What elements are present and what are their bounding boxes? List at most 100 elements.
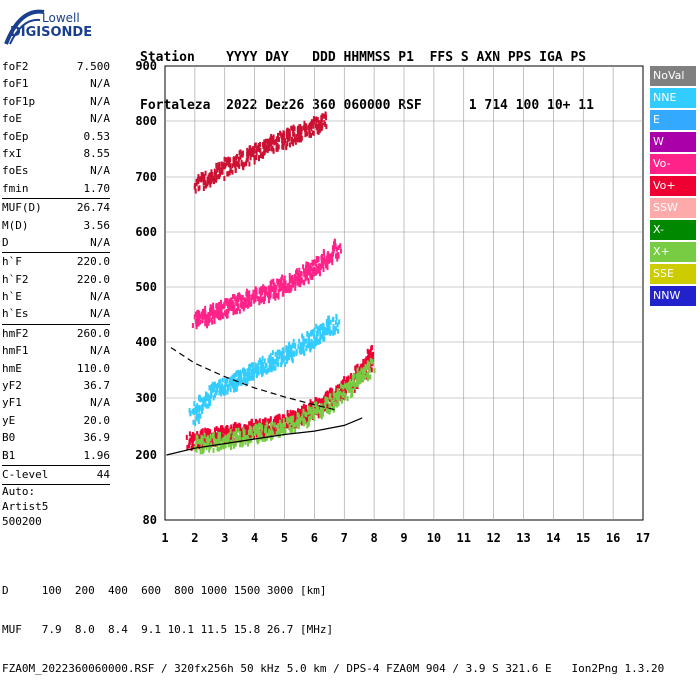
trace-point bbox=[305, 261, 308, 267]
trace-point bbox=[213, 168, 216, 174]
auto-block: Auto: Artist5 500200 bbox=[2, 484, 48, 529]
param-row: hmF1 N/A bbox=[2, 342, 110, 359]
trace-point bbox=[322, 336, 325, 342]
trace-point bbox=[298, 338, 301, 344]
trace-point bbox=[219, 171, 222, 177]
x-tick-label: 6 bbox=[311, 531, 318, 545]
trace-point bbox=[302, 264, 305, 270]
trace-point bbox=[313, 337, 316, 343]
trace-point bbox=[246, 303, 249, 309]
trace-point bbox=[293, 126, 296, 132]
trace-point bbox=[337, 245, 340, 251]
param-value: N/A bbox=[90, 344, 110, 358]
trace-point bbox=[342, 379, 345, 385]
trace-point bbox=[345, 376, 348, 382]
x-tick-label: 14 bbox=[546, 531, 560, 545]
trace-point bbox=[315, 334, 318, 340]
trace-point bbox=[215, 438, 218, 444]
trace-point bbox=[258, 296, 261, 302]
trace-point bbox=[325, 398, 328, 404]
param-separator bbox=[2, 464, 110, 466]
trace-point bbox=[283, 422, 286, 428]
trace-point bbox=[213, 441, 216, 447]
trace-point bbox=[208, 179, 211, 185]
trace-point bbox=[263, 436, 266, 442]
trace-point bbox=[323, 327, 326, 333]
trace-point bbox=[330, 389, 333, 395]
trace-point bbox=[195, 324, 198, 330]
trace-point bbox=[240, 300, 243, 306]
trace-point bbox=[312, 116, 315, 122]
trace-point bbox=[255, 427, 258, 433]
trace-point bbox=[293, 277, 296, 283]
trace-point bbox=[204, 183, 207, 189]
trace-point bbox=[278, 282, 281, 288]
trace-point bbox=[319, 398, 322, 404]
param-row: hmF2 260.0 bbox=[2, 325, 110, 342]
param-row: foF2 7.500 bbox=[2, 58, 110, 75]
trace-point bbox=[310, 330, 313, 336]
trace-point bbox=[298, 418, 301, 424]
trace-point bbox=[220, 169, 223, 175]
trace-point bbox=[278, 414, 281, 420]
trace-point bbox=[269, 287, 272, 293]
trace-point bbox=[275, 284, 278, 290]
trace-point bbox=[351, 383, 354, 389]
trace-point bbox=[239, 436, 242, 442]
legend-item: NNW bbox=[650, 286, 696, 306]
trace-point bbox=[312, 121, 315, 127]
trace-point bbox=[211, 381, 214, 387]
trace-point bbox=[218, 161, 221, 167]
param-row: h`F 220.0 bbox=[2, 253, 110, 270]
trace-point bbox=[278, 278, 281, 284]
trace-point bbox=[265, 435, 268, 441]
trace-point bbox=[213, 381, 216, 387]
trace-point bbox=[268, 290, 271, 296]
trace-point bbox=[211, 441, 214, 447]
trace-point bbox=[257, 425, 260, 431]
trace-point bbox=[318, 397, 321, 403]
trace-point bbox=[301, 333, 304, 339]
trace-point bbox=[323, 258, 326, 264]
trace-point bbox=[302, 408, 305, 414]
trace-point bbox=[288, 341, 291, 347]
trace-point bbox=[304, 406, 307, 412]
trace-point bbox=[218, 440, 221, 446]
trace-point bbox=[365, 358, 368, 364]
trace-point bbox=[334, 326, 337, 332]
trace-point bbox=[327, 328, 330, 334]
trace-point bbox=[314, 397, 317, 403]
trace-point bbox=[339, 388, 342, 394]
trace-point bbox=[205, 403, 208, 409]
trace-point bbox=[238, 163, 241, 169]
trace-point bbox=[301, 405, 304, 411]
trace-point bbox=[309, 267, 312, 273]
trace-point bbox=[310, 274, 313, 280]
trace-point bbox=[219, 445, 222, 451]
trace-point bbox=[229, 301, 232, 307]
trace-point bbox=[369, 348, 372, 354]
trace-point bbox=[298, 129, 301, 135]
trace-point bbox=[263, 358, 266, 364]
param-separator bbox=[2, 198, 110, 200]
trace-point bbox=[211, 437, 214, 443]
trace-point bbox=[209, 304, 212, 310]
trace-point bbox=[191, 323, 194, 329]
trace-point bbox=[325, 259, 328, 265]
trace-point bbox=[302, 403, 305, 409]
trace-point bbox=[269, 418, 272, 424]
trace-point bbox=[248, 438, 251, 444]
trace-point bbox=[360, 363, 363, 369]
trace-point bbox=[323, 330, 326, 336]
trace-point bbox=[356, 367, 359, 373]
trace-point bbox=[195, 447, 198, 453]
trace-point bbox=[210, 383, 213, 389]
trace-point bbox=[278, 419, 281, 425]
trace-point bbox=[213, 318, 216, 324]
trace-point bbox=[212, 307, 215, 313]
trace-point bbox=[271, 424, 274, 430]
footer-muf-line: MUF 7.9 8.0 8.4 9.1 10.1 11.5 15.8 26.7 … bbox=[2, 623, 334, 636]
trace-point bbox=[215, 426, 218, 432]
trace-point bbox=[309, 262, 312, 268]
trace-point bbox=[250, 418, 253, 424]
